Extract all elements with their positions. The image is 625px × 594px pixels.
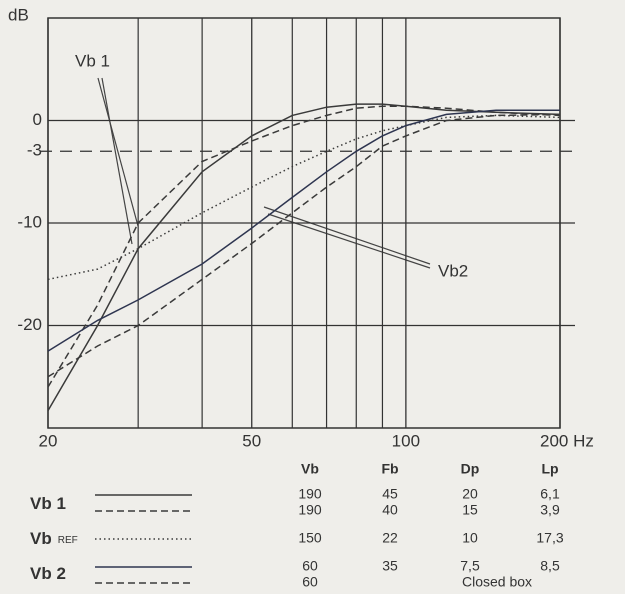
curve (47, 103, 561, 411)
table-cell: 190 (298, 486, 322, 502)
table-cell: 15 (462, 502, 478, 518)
x-tick-label: 200 Hz (540, 431, 594, 450)
table-cell: 20 (462, 486, 478, 502)
table-cell: 3,9 (540, 502, 560, 518)
curve (47, 109, 560, 352)
legend-name: Vb (30, 529, 52, 548)
y-axis-label: dB (8, 5, 29, 24)
table-cell: 7,5 (460, 558, 480, 574)
x-tick-label: 100 (392, 431, 420, 450)
table-header: Dp (461, 461, 480, 477)
legend-name: Vb 1 (30, 494, 66, 513)
annotation: Vb 1 (75, 51, 110, 70)
legend-label: Vb 1 (30, 494, 66, 513)
table-cell: 60 (302, 558, 318, 574)
table-cell: Closed box (462, 574, 532, 590)
table-cell: 40 (382, 502, 398, 518)
table-cell: 22 (382, 530, 398, 546)
x-tick-label: 20 (39, 431, 58, 450)
pointer (97, 77, 139, 227)
y-tick-label: -20 (17, 315, 42, 334)
table-header: Fb (381, 461, 398, 477)
table-cell: 190 (298, 502, 322, 518)
annotation: Vb2 (438, 261, 468, 280)
annotation-pointers (97, 77, 431, 269)
curve (47, 114, 561, 281)
y-tick-label: -3 (27, 141, 42, 160)
y-tick-label: 0 (33, 110, 42, 129)
table-cell: 45 (382, 486, 398, 502)
curve (47, 105, 561, 388)
table-cell: 17,3 (536, 530, 563, 546)
table-cell: 35 (382, 558, 398, 574)
table-cell: 60 (302, 574, 318, 590)
pointer (101, 77, 133, 245)
table-cell: 10 (462, 530, 478, 546)
legend-sub: REF (58, 535, 78, 546)
curve (47, 113, 561, 378)
table-header: Vb (301, 461, 319, 477)
y-tick-label: -10 (17, 212, 42, 231)
table-header: Lp (541, 461, 558, 477)
table-cell: 150 (298, 530, 322, 546)
legend-label: Vb REF (30, 529, 78, 548)
x-tick-label: 50 (242, 431, 261, 450)
pointer (263, 206, 431, 265)
legend-label: Vb 2 (30, 564, 66, 583)
legend-name: Vb 2 (30, 564, 66, 583)
table-cell: 6,1 (540, 486, 560, 502)
table-cell: 8,5 (540, 558, 560, 574)
